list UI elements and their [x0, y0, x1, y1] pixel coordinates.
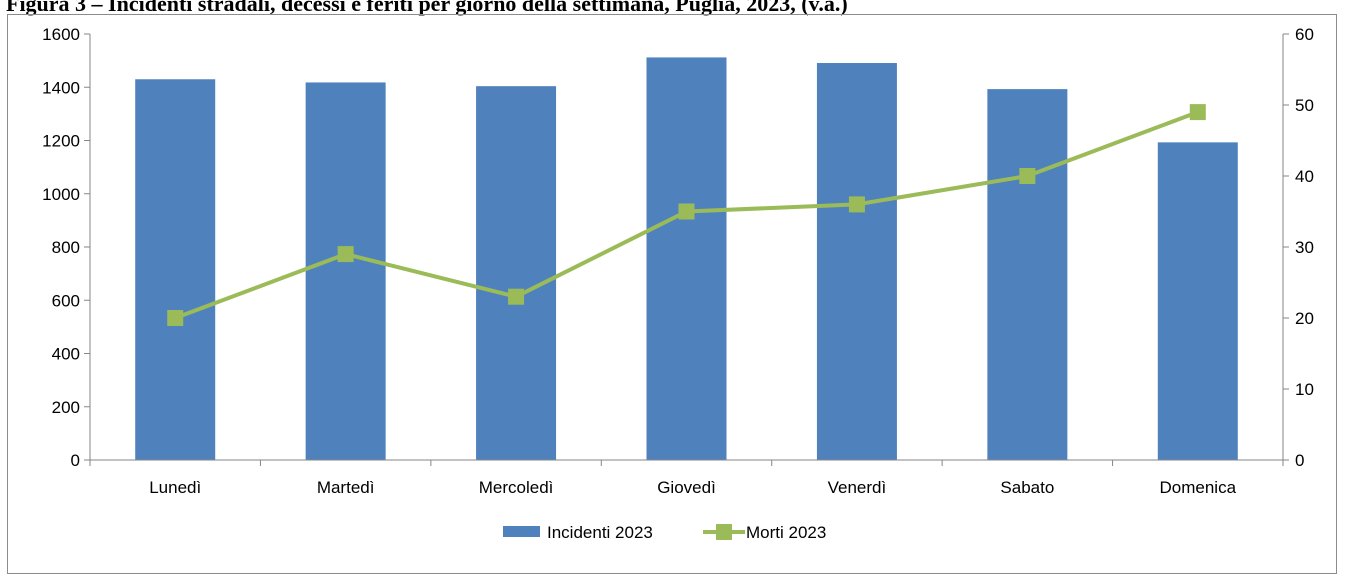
y-left-tick-label: 0 — [71, 451, 80, 470]
x-tick-label: Venerdì — [828, 478, 887, 497]
y-right-tick-label: 50 — [1295, 96, 1314, 115]
y-right-tick-label: 30 — [1295, 238, 1314, 257]
y-left-tick-label: 400 — [52, 345, 80, 364]
x-tick-label: Giovedì — [657, 478, 716, 497]
point-morti-mercoledì — [508, 288, 525, 305]
y-left-tick-label: 600 — [52, 291, 80, 310]
line-layer — [167, 104, 1206, 326]
bars-layer — [135, 57, 1238, 461]
y-left-tick-label: 1200 — [42, 132, 80, 151]
point-morti-venerdì — [848, 196, 865, 213]
x-tick-label: Domenica — [1160, 478, 1237, 497]
point-morti-giovedì — [678, 203, 695, 220]
point-morti-lunedì — [167, 310, 184, 326]
point-morti-domenica — [1189, 104, 1206, 121]
y-left-tick-label: 800 — [52, 238, 80, 257]
bar-venerdì — [816, 63, 897, 461]
y-left-tick-label: 1000 — [42, 185, 80, 204]
bar-lunedì — [135, 79, 216, 460]
x-tick-label: Sabato — [1000, 478, 1054, 497]
y-right-tick-label: 0 — [1295, 451, 1304, 470]
bar-mercoledì — [476, 86, 557, 460]
figure-caption: Figura 3 – Incidenti stradali, decessi e… — [6, 0, 848, 16]
y-right-tick-label: 40 — [1295, 167, 1314, 186]
bar-martedì — [305, 82, 386, 461]
y-left-tick-label: 1400 — [42, 78, 80, 97]
y-right-tick-label: 20 — [1295, 309, 1314, 328]
bar-giovedì — [646, 57, 727, 461]
point-morti-martedì — [337, 246, 354, 263]
axes-layer: 0 200 400 600 800 1000 1200 1400 1600 0 10 20 30 40 50… — [42, 25, 1314, 497]
y-left-tick-label: 1600 — [42, 25, 80, 44]
bar-domenica — [1157, 142, 1238, 460]
y-right-tick-label: 60 — [1295, 25, 1314, 44]
legend: Incidenti 2023 Morti 2023 — [503, 523, 826, 542]
x-tick-label: Lunedì — [149, 478, 201, 497]
point-morti-sabato — [1019, 168, 1036, 184]
legend-marker-morti — [716, 524, 732, 540]
x-tick-label: Martedì — [317, 478, 375, 497]
y-left-tick-label: 200 — [52, 398, 80, 417]
legend-label-incidenti: Incidenti 2023 — [547, 523, 653, 542]
legend-swatch-incidenti — [503, 526, 540, 537]
y-right-tick-label: 10 — [1295, 380, 1314, 399]
x-tick-label: Mercoledì — [479, 478, 554, 497]
bar-sabato — [987, 89, 1068, 461]
legend-label-morti: Morti 2023 — [746, 523, 826, 542]
